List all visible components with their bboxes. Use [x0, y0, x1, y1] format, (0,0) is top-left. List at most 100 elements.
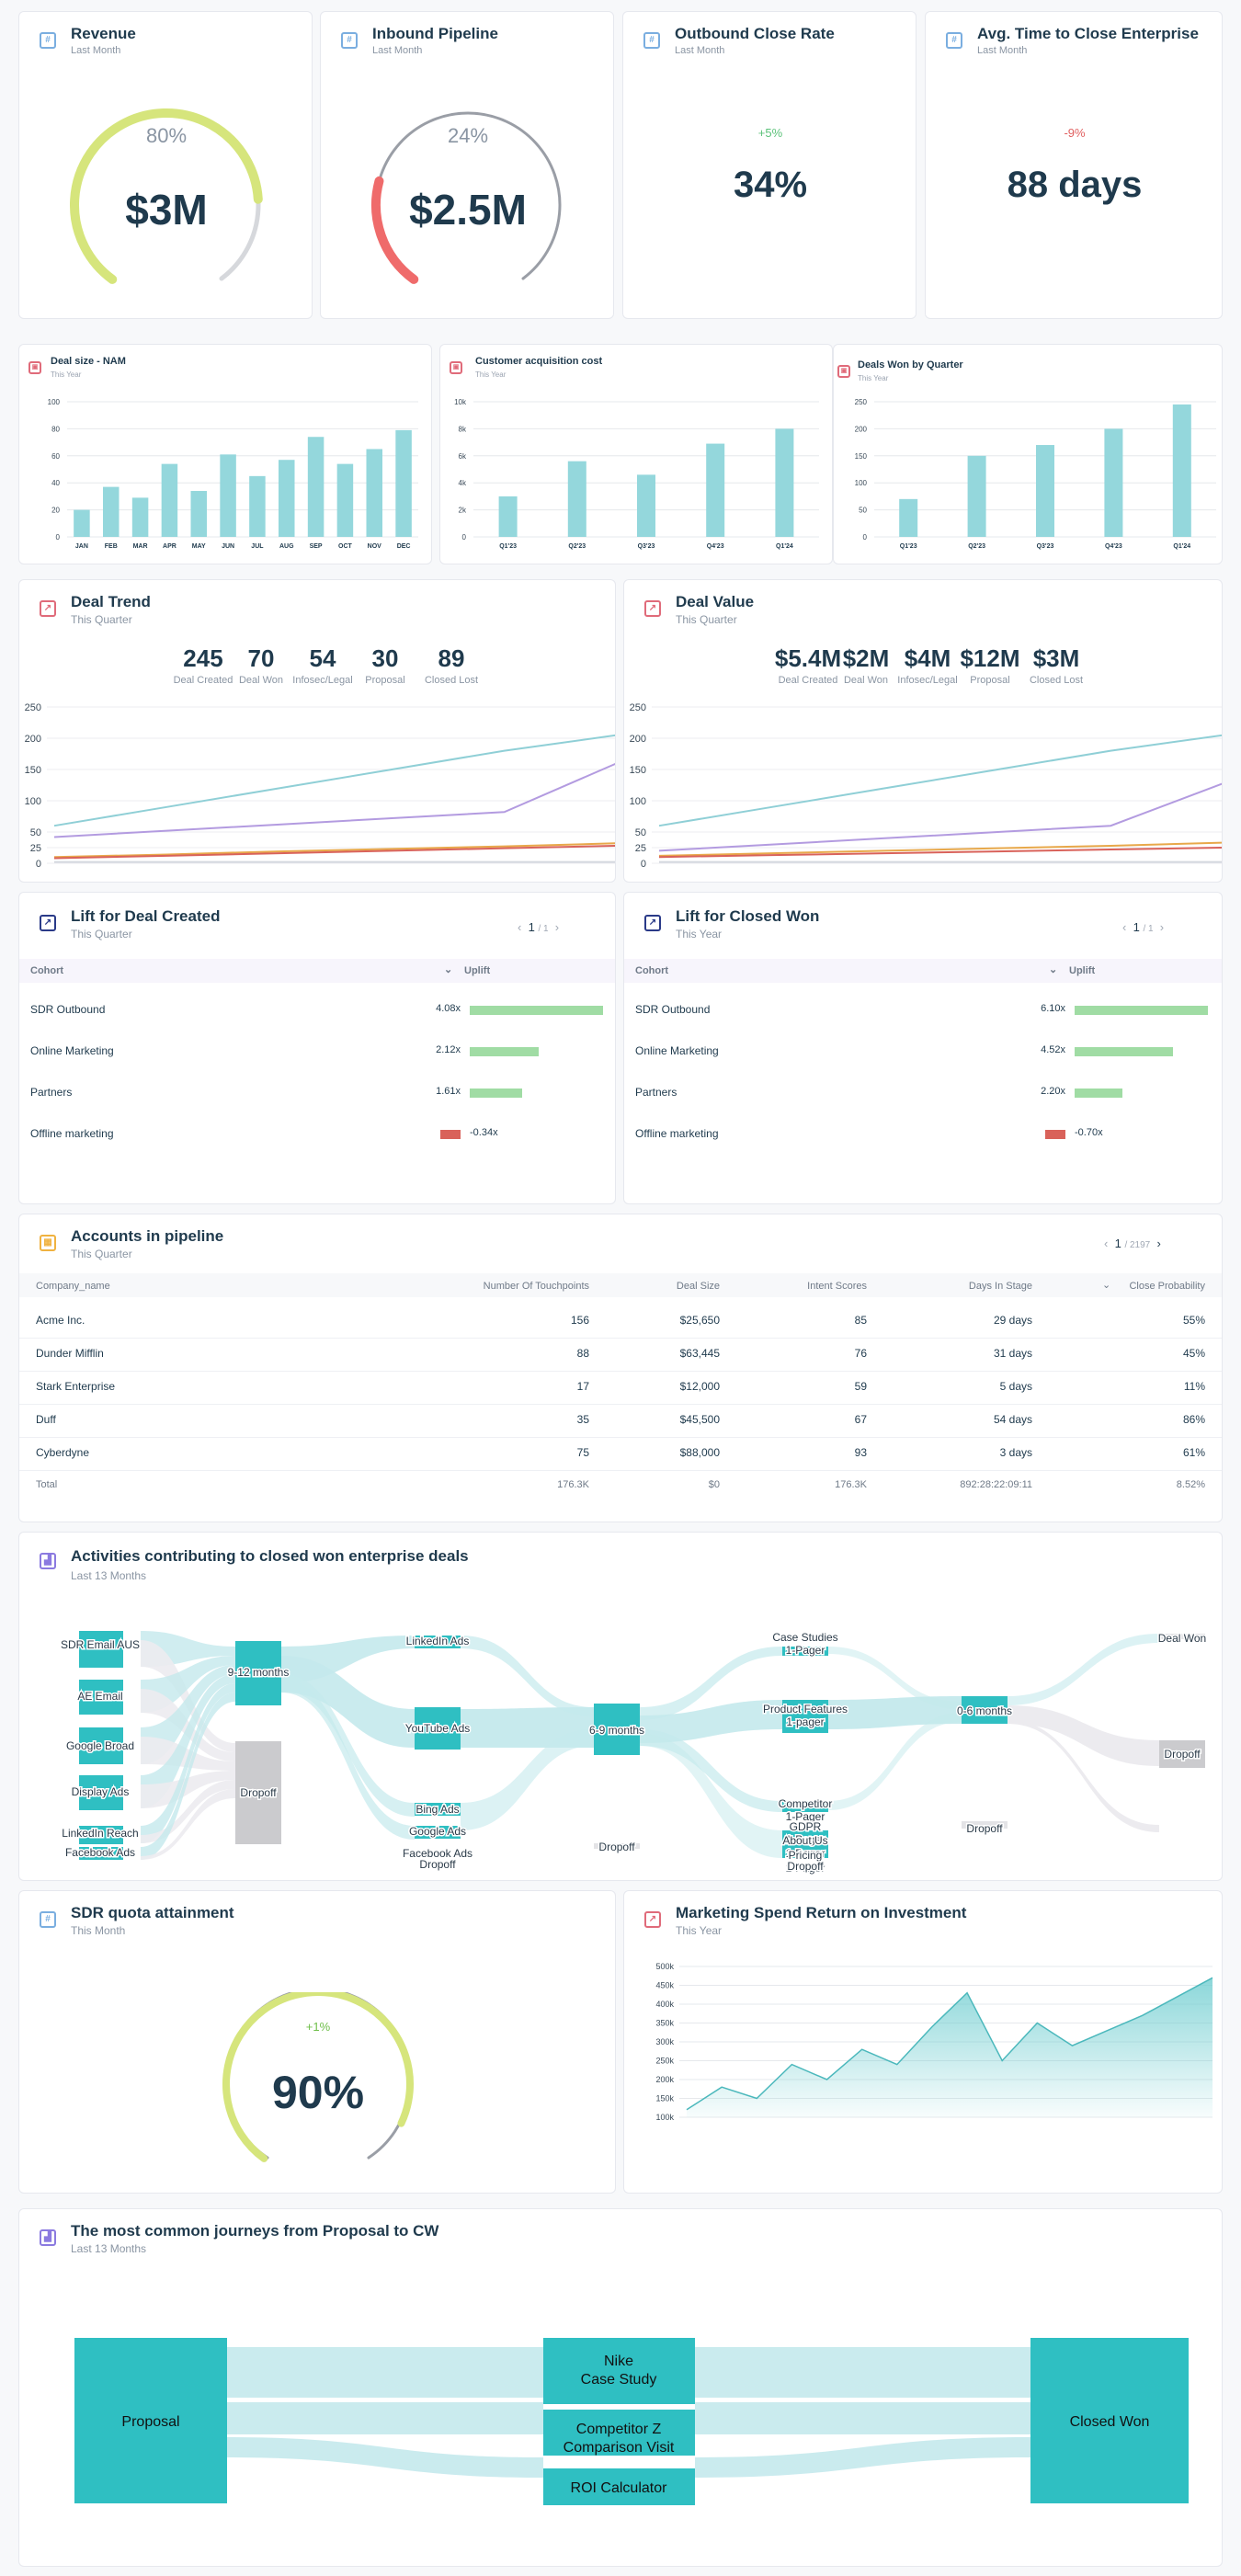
page-number: 1 — [528, 920, 535, 934]
sankey-label: Dropoff — [1164, 1748, 1201, 1761]
table-cell: 54 days — [993, 1413, 1032, 1426]
deals-won-card[interactable]: ▣ Deals Won by Quarter This Year 0 50 100 1… — [833, 344, 1223, 564]
sankey-node — [782, 1647, 828, 1656]
chart-period: This Year — [475, 370, 507, 379]
sort-chevron-icon[interactable]: ⌄ — [444, 964, 453, 975]
bar — [498, 496, 518, 537]
hash-icon: # — [341, 32, 358, 49]
kpi-inbound-card[interactable]: # Inbound Pipeline Last Month 24% $2.5M — [320, 11, 614, 319]
sankey-label: Facebook Ads — [65, 1846, 135, 1859]
table-cell: 156 — [570, 1314, 589, 1327]
table-cell: 3 days — [999, 1446, 1032, 1459]
lift-created-card[interactable]: ↗ Lift for Deal Created This Quarter ‹ 1… — [18, 892, 616, 1204]
stat-label: Proposal — [365, 675, 405, 686]
uplift-value: 1.61x — [436, 1086, 461, 1097]
journeys-card[interactable]: ▟ The most common journeys from Proposal… — [18, 2208, 1223, 2567]
kpi-outbound-card[interactable]: # Outbound Close Rate Last Month +5% 34% — [622, 11, 917, 319]
y-tick-label: 250 — [25, 702, 41, 713]
x-tick-label: Q2'23 — [968, 543, 985, 550]
page-total: / 1 — [538, 924, 549, 934]
sankey-flow — [695, 2402, 1030, 2434]
node-label: Comparison Visit — [564, 2440, 675, 2456]
accounts-card[interactable]: ▦ Accounts in pipeline This Quarter ‹ 1 … — [18, 1214, 1223, 1522]
deal-trend-card[interactable]: ↗ Deal Trend This Quarter 245 Deal Create… — [18, 579, 616, 883]
sankey-flow — [227, 2437, 543, 2478]
chart-title: Marketing Spend Return on Investment — [676, 1904, 967, 1921]
sankey-label: 1-Pager — [786, 1833, 825, 1846]
y-tick-label: 150k — [655, 2094, 674, 2103]
sankey-label: 1-Pager — [786, 1644, 825, 1657]
table-cell: 86% — [1182, 1413, 1205, 1426]
x-tick-label: SEP — [310, 543, 323, 550]
company-name: Cyberdyne — [36, 1446, 90, 1459]
sankey-node — [79, 1826, 123, 1844]
column-header[interactable]: Close Probability — [1129, 1281, 1205, 1292]
uplift-value: 2.20x — [1041, 1086, 1065, 1097]
y-tick-label: 0 — [641, 859, 646, 870]
column-header[interactable]: Cohort — [30, 965, 64, 976]
column-header[interactable]: Uplift — [1069, 965, 1096, 976]
chevron-right-icon[interactable]: › — [554, 920, 560, 934]
uplift-bar — [1045, 1130, 1065, 1139]
company-name: Acme Inc. — [36, 1314, 85, 1327]
stat-label: Proposal — [970, 675, 1010, 686]
chart-icon: ▟ — [40, 2229, 56, 2246]
kpi-time-to-close-card[interactable]: # Avg. Time to Close Enterprise Last Mon… — [925, 11, 1223, 319]
lift-won-card[interactable]: ↗ Lift for Closed Won This Year ‹ 1 / 1 … — [623, 892, 1223, 1204]
sankey-label: YouTube Ads — [405, 1722, 471, 1735]
x-tick-label: Q1'23 — [900, 543, 917, 550]
sankey-label: Competitor — [779, 1797, 833, 1810]
chevron-left-icon[interactable]: ‹ — [518, 920, 522, 934]
row-divider — [19, 1338, 1222, 1339]
chevron-left-icon[interactable]: ‹ — [1122, 920, 1127, 934]
chevron-left-icon[interactable]: ‹ — [1104, 1237, 1109, 1250]
table-period: This Year — [676, 928, 723, 940]
roi-chart: 100k 150k 200k 250k 300k 350k 400k 450k 500k — [655, 1962, 1213, 2122]
stat-value: 70 — [247, 644, 275, 672]
sort-chevron-icon[interactable]: ⌄ — [1049, 964, 1058, 975]
chevron-right-icon[interactable]: › — [1156, 1237, 1161, 1250]
sankey-label: Google Ads — [409, 1825, 466, 1838]
cohort-name: Partners — [30, 1086, 73, 1099]
stat-item: $4M Infosec/Legal — [872, 644, 983, 686]
sankey-node — [1159, 1634, 1205, 1639]
sankey-label: About Us — [782, 1834, 827, 1847]
x-tick-label: FEB — [105, 543, 118, 550]
table-cell: 75 — [576, 1446, 589, 1459]
column-header[interactable]: Intent Scores — [807, 1281, 867, 1292]
stat-value: 245 — [183, 644, 223, 672]
chart-title: Activities contributing to closed won en… — [71, 1547, 469, 1565]
chart-period: This Year — [858, 374, 889, 382]
sankey-flow — [281, 1674, 415, 1817]
sankey-label: SDR Email AUS — [61, 1638, 140, 1651]
deal-value-card[interactable]: ↗ Deal Value This Quarter $5.4M Deal Crea… — [623, 579, 1223, 883]
sort-chevron-icon[interactable]: ⌄ — [1102, 1280, 1111, 1291]
activities-card[interactable]: ▟ Activities contributing to closed won … — [18, 1532, 1223, 1881]
sankey-flow — [141, 1771, 235, 1808]
bar — [1172, 404, 1191, 537]
uplift-value: -0.34x — [470, 1127, 498, 1138]
chart-title: Deals Won by Quarter — [858, 359, 963, 370]
roi-card[interactable]: ↗ Marketing Spend Return on Investment T… — [623, 1890, 1223, 2194]
column-header[interactable]: Days In Stage — [968, 1281, 1032, 1292]
row-divider — [19, 1371, 1222, 1372]
deal-size-card[interactable]: ▣ Deal size - NAM This Year 0 20 40 60 80 100… — [18, 344, 432, 564]
cohort-name: Online Marketing — [30, 1044, 114, 1057]
chevron-right-icon[interactable]: › — [1159, 920, 1165, 934]
cac-card[interactable]: ▣ Customer acquisition cost This Year 0 2… — [439, 344, 833, 564]
kpi-revenue-card[interactable]: # Revenue Last Month 80% $3M — [18, 11, 313, 319]
column-header[interactable]: Company_name — [36, 1281, 110, 1292]
stat-item: 54 Infosec/Legal — [268, 644, 378, 686]
sdr-quota-card[interactable]: # SDR quota attainment This Month +1% 90… — [18, 1890, 616, 2194]
cohort-name: SDR Outbound — [30, 1003, 106, 1016]
column-header[interactable]: Uplift — [464, 965, 491, 976]
bar — [1036, 445, 1054, 537]
column-header[interactable]: Deal Size — [676, 1281, 720, 1292]
deal-size-chart: 0 20 40 60 80 100 JAN FEB MAR APR MAY JUN JUL AUG SEP O… — [48, 398, 418, 550]
y-tick-label: 200 — [630, 734, 646, 745]
column-header[interactable]: Cohort — [635, 965, 669, 976]
column-header[interactable]: Number Of Touchpoints — [483, 1281, 589, 1292]
y-tick-label: 200 — [855, 425, 868, 433]
x-tick-label: Q2'23 — [568, 543, 586, 550]
stat-value: $2M — [842, 644, 890, 672]
